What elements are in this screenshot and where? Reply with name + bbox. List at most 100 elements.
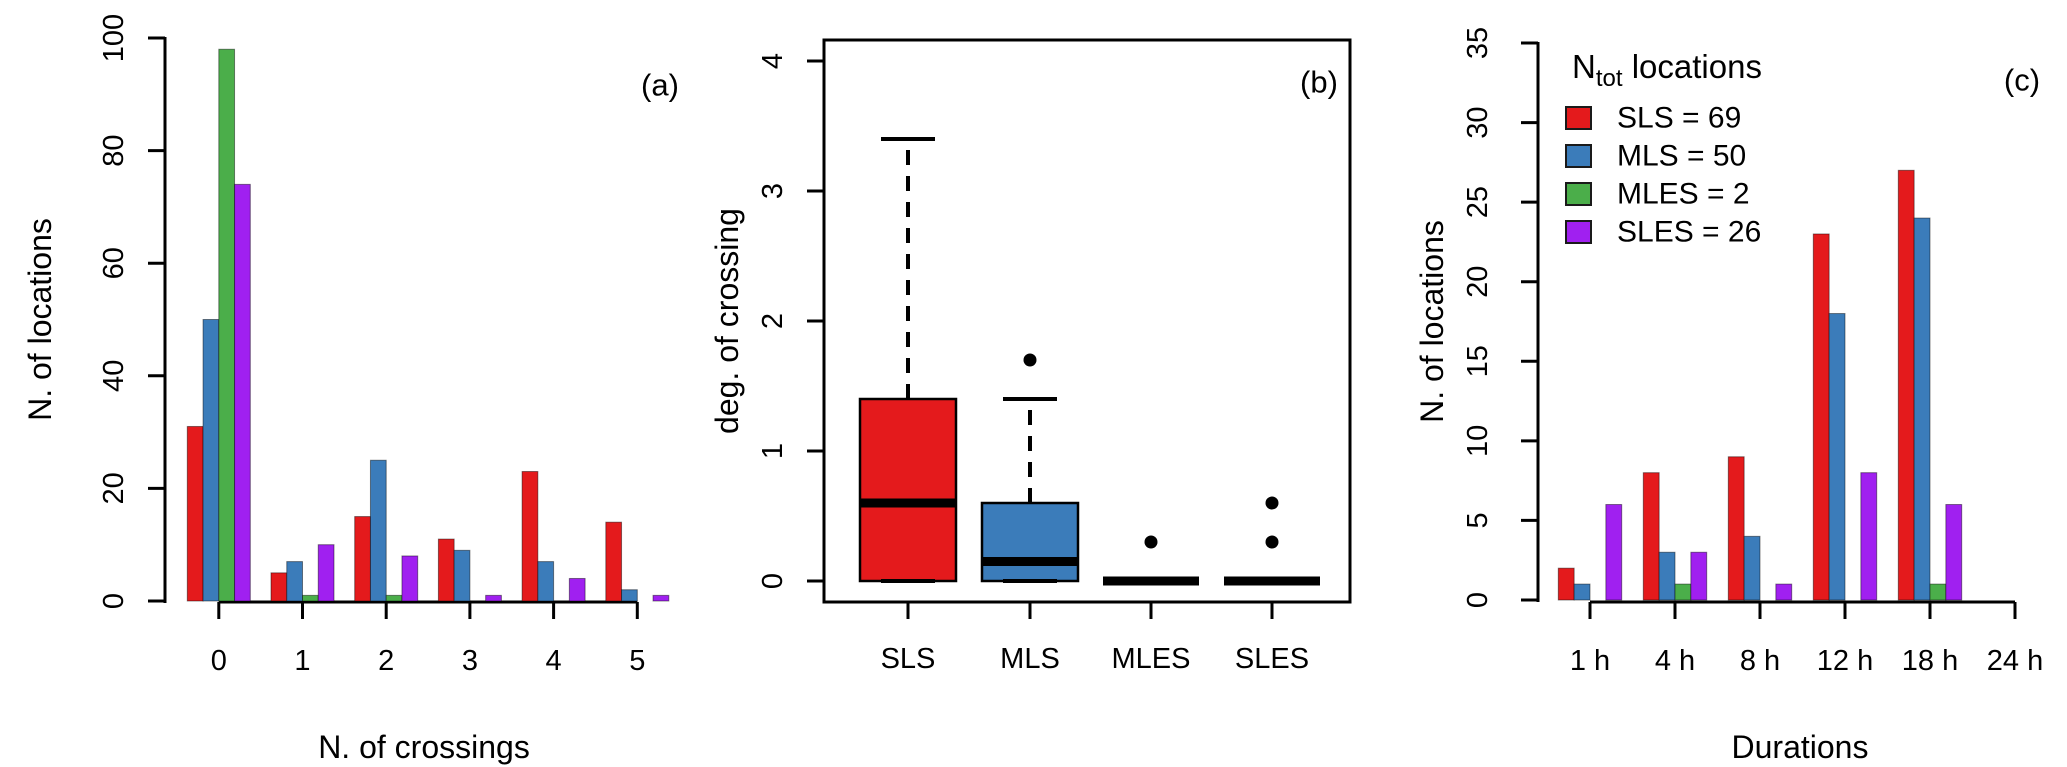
y-tick-label: 60: [98, 247, 130, 279]
bar-MLS-cat2: [1743, 535, 1761, 601]
y-tick-label: 20: [1462, 266, 1494, 298]
y-tick-label: 3: [757, 183, 789, 199]
panel-b-boxplot: 0 1 2 3 4 SLS MLS MLES SLES deg. of crossing (b): [709, 38, 1352, 675]
bar-SLES-cat1: [317, 544, 335, 602]
x-category-label: 24 h: [1987, 645, 2043, 677]
outlier-dot-SLES: [1265, 496, 1279, 510]
bar-MLES-cat1: [302, 594, 319, 602]
y-tick-label: 0: [757, 573, 789, 589]
bar-SLS-cat3: [1812, 233, 1830, 601]
bar-MLES-cat4: [1929, 583, 1947, 601]
x-axis-title: Durations: [1732, 729, 1869, 765]
x-category-label: 5: [629, 645, 645, 677]
y-tick-label: 25: [1462, 186, 1494, 218]
y-tick-label: 15: [1462, 345, 1494, 377]
bar-SLES-cat1: [1690, 551, 1708, 601]
bar-MLES-cat2: [385, 594, 403, 602]
bar-SLS-cat1: [270, 572, 288, 602]
x-category-label: 1 h: [1570, 645, 1610, 677]
y-tick-label: 100: [98, 14, 130, 62]
x-category-label: 18 h: [1902, 645, 1958, 677]
x-category-label: 4: [546, 645, 562, 677]
x-category-label: 8 h: [1740, 645, 1780, 677]
x-category-label: MLES: [1112, 643, 1191, 675]
bar-SLS-cat2: [354, 516, 371, 602]
bar-SLS-cat5: [605, 521, 623, 602]
box-SLS: [858, 397, 958, 583]
outlier-dot-MLES: [1144, 535, 1158, 549]
bar-MLS-cat4: [1913, 217, 1931, 601]
legend-item-label: MLS = 50: [1617, 140, 1746, 173]
y-axis-title: N. of locations: [22, 218, 58, 421]
bar-SLES-cat0: [234, 183, 251, 602]
bar-MLS-cat3: [453, 549, 471, 602]
bar-SLES-cat5: [652, 594, 670, 602]
bar-SLES-cat3: [1860, 472, 1878, 601]
y-axis-title: N. of locations: [1414, 220, 1450, 423]
outlier-dot-SLES: [1265, 535, 1279, 549]
bar-MLS-cat1: [286, 561, 303, 602]
x-category-label: 3: [462, 645, 478, 677]
bar-SLS-cat0: [1557, 567, 1575, 601]
y-tick-label: 0: [98, 593, 130, 609]
bar-SLES-cat4: [1945, 504, 1963, 601]
bar-SLES-cat4: [568, 577, 586, 602]
y-tick-label: 35: [1462, 27, 1494, 59]
legend-swatch-SLS: [1565, 106, 1592, 130]
legend-swatch-MLS: [1565, 144, 1592, 168]
x-category-label: 0: [211, 645, 227, 677]
bar-SLS-cat2: [1727, 456, 1745, 601]
panel-letter: (a): [641, 68, 679, 103]
y-tick-label: 0: [1462, 592, 1494, 608]
bar-MLS-cat1: [1658, 551, 1676, 601]
bar-MLS-cat5: [621, 589, 638, 602]
bar-SLS-cat4: [1897, 169, 1915, 601]
bar-SLES-cat0: [1605, 504, 1623, 601]
y-axis-title: deg. of crossing: [709, 208, 745, 434]
y-tick-label: 20: [98, 472, 130, 504]
panel-a-grouped-bar-chart: 0 20 40 60 80 100 0 1 2 3 4 5 N. of locations N. of c…: [22, 14, 679, 765]
panel-c-grouped-bar-chart: 0 5 10 15 20 25 30 35 1 h 4 h 8 h 12 h 18 h 24 h N. of…: [1414, 27, 2043, 765]
panel-letter: (c): [2004, 63, 2040, 98]
bar-MLS-cat3: [1828, 313, 1846, 601]
outlier-dot-MLS: [1023, 353, 1037, 367]
bar-MLS-cat0: [202, 319, 220, 602]
bar-SLS-cat1: [1642, 472, 1660, 601]
x-axis-title: N. of crossings: [318, 729, 530, 765]
y-tick-label: 30: [1462, 106, 1494, 138]
y-tick-label: 2: [757, 313, 789, 329]
bar-MLS-cat2: [369, 459, 387, 602]
bar-SLS-cat4: [521, 471, 539, 602]
x-category-label: 2: [378, 645, 394, 677]
x-category-label: MLS: [1000, 643, 1060, 675]
legend-title: Ntot locations: [1572, 48, 1762, 92]
y-tick-label: 5: [1462, 512, 1494, 528]
y-tick-label: 10: [1462, 425, 1494, 457]
y-tick-label: 40: [98, 360, 130, 392]
legend-item-label: SLES = 26: [1617, 216, 1761, 249]
x-category-label: 4 h: [1655, 645, 1695, 677]
legend-item-label: MLES = 2: [1617, 178, 1750, 211]
x-category-label: SLES: [1235, 643, 1309, 675]
bar-MLES-cat1: [1674, 583, 1692, 601]
y-tick-label: 80: [98, 134, 130, 166]
y-tick-label: 4: [757, 53, 789, 69]
box-MLS: [980, 501, 1080, 583]
bar-SLES-cat3: [485, 594, 502, 602]
y-tick-label: 1: [757, 443, 789, 459]
legend-item-label: SLS = 69: [1617, 102, 1741, 135]
bar-SLES-cat2: [401, 555, 419, 602]
x-category-label: 12 h: [1817, 645, 1873, 677]
legend-swatch-MLES: [1565, 182, 1592, 206]
bar-MLES-cat0: [218, 48, 236, 602]
legend-swatch-SLES: [1565, 220, 1592, 244]
x-category-label: 1: [294, 645, 310, 677]
bar-SLES-cat2: [1775, 583, 1793, 601]
panel-letter: (b): [1300, 65, 1338, 100]
bar-SLS-cat0: [186, 425, 204, 602]
bar-MLS-cat0: [1573, 583, 1591, 601]
bar-MLS-cat4: [537, 561, 555, 602]
x-category-label: SLS: [881, 643, 936, 675]
